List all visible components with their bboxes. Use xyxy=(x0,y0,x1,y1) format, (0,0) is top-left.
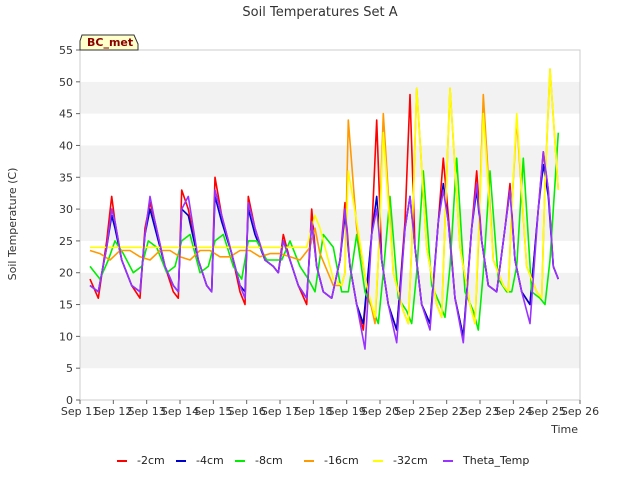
y-tick-label: 50 xyxy=(59,76,73,89)
grid-band xyxy=(80,145,580,178)
series-line-32cm xyxy=(90,68,560,325)
x-tick-label: Sep 23 xyxy=(461,405,499,418)
y-tick-label: 0 xyxy=(66,394,73,407)
x-tick-label: Sep 25 xyxy=(528,405,566,418)
legend: -2cm -4cm -8cm -16cm -32cm Theta_Temp xyxy=(117,454,529,467)
grid-band xyxy=(80,336,580,369)
x-tick-label: Sep 21 xyxy=(394,405,432,418)
x-tick-label: Sep 18 xyxy=(294,405,332,418)
legend-label: -8cm xyxy=(255,454,283,467)
y-tick-label: 45 xyxy=(59,108,73,121)
y-tick-label: 55 xyxy=(59,44,73,57)
grid-band xyxy=(80,177,580,210)
series-line-8cm xyxy=(89,132,560,331)
y-tick-label: 35 xyxy=(59,171,73,184)
x-tick-label: Sep 17 xyxy=(261,405,299,418)
y-tick-label: 5 xyxy=(66,362,73,375)
x-tick-label: Sep 13 xyxy=(128,405,166,418)
plot-frame xyxy=(79,49,581,401)
x-tick-label: Sep 16 xyxy=(228,405,266,418)
y-axis-ticks: 0 5 10 15 20 25 30 35 40 45 50 55 xyxy=(59,44,80,407)
grid-band xyxy=(80,113,580,146)
y-tick-label: 40 xyxy=(59,139,73,152)
y-tick-label: 20 xyxy=(59,267,73,280)
chart-title: Soil Temperatures Set A xyxy=(242,5,397,20)
y-tick-label: 30 xyxy=(59,203,73,216)
y-tick-label: 25 xyxy=(59,235,73,248)
y-tick-label: 15 xyxy=(59,299,73,312)
grid-band xyxy=(80,81,580,114)
y-tick-label: 10 xyxy=(59,330,73,343)
legend-label: Theta_Temp xyxy=(462,454,529,467)
y-axis-label: Soil Temperature (C) xyxy=(6,168,19,281)
grid-band xyxy=(80,209,580,241)
legend-label: -4cm xyxy=(196,454,224,467)
x-tick-label: Sep 15 xyxy=(194,405,232,418)
x-tick-label: Sep 19 xyxy=(328,405,366,418)
x-tick-label: Sep 22 xyxy=(428,405,466,418)
x-tick-label: Sep 26 xyxy=(561,405,599,418)
grid-band xyxy=(80,368,580,400)
series-line-theta-temp xyxy=(89,151,560,350)
grid-band xyxy=(80,304,580,337)
station-tag: BC_met xyxy=(79,34,139,51)
station-tag-box xyxy=(79,34,139,51)
x-tick-label: Sep 12 xyxy=(94,405,132,418)
legend-label: -2cm xyxy=(137,454,165,467)
x-tick-label: Sep 14 xyxy=(161,405,199,418)
station-tag-label: BC_met xyxy=(87,36,133,49)
series-layer xyxy=(89,68,560,350)
grid-band xyxy=(80,50,580,82)
legend-label: -32cm xyxy=(393,454,428,467)
x-tick-label: Sep 24 xyxy=(494,405,532,418)
x-tick-label: Sep 11 xyxy=(61,405,99,418)
x-tick-label: Sep 20 xyxy=(361,405,399,418)
x-axis-label: Time xyxy=(550,423,578,436)
legend-label: -16cm xyxy=(324,454,359,467)
